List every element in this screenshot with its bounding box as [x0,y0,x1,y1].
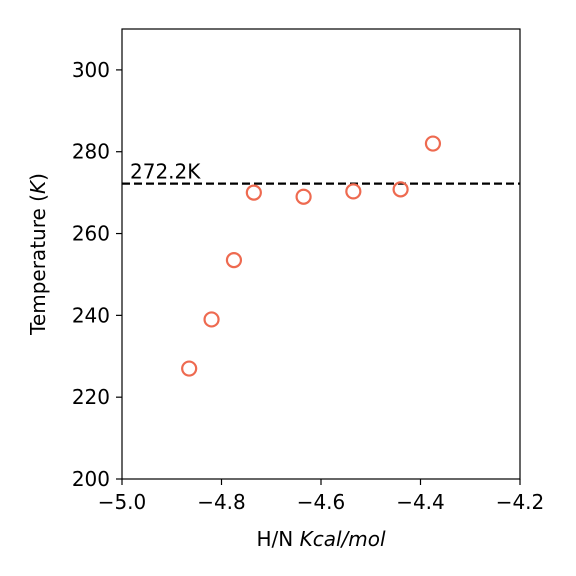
y-tick-label: 280 [72,140,110,164]
x-axis-label-units: Kcal/mol [300,527,386,551]
data-point [245,184,262,201]
data-point [225,252,243,269]
data-point [203,311,220,328]
y-axis-label-close: ) [26,173,50,181]
data-point [424,135,442,152]
data-point [392,181,409,198]
x-axis-label-text: H/N [256,527,299,551]
plot-frame [121,28,521,480]
scatter-series [181,135,442,377]
x-axis-label: H/N Kcal/mol [256,527,385,551]
data-point [345,183,362,200]
x-tick-label: −4.4 [396,490,445,514]
axes: −5.0 −4.8 −4.6 −4.4 −4.2 200 220 240 260 280 300 [72,28,545,514]
y-tick-label: 220 [72,385,110,409]
y-axis-label: Temperature (K) [26,173,50,336]
x-tick-label: −4.8 [197,490,246,514]
y-axis-label-text: Temperature ( [26,194,50,336]
data-point [295,188,312,205]
y-axis-label-units: K [26,179,50,194]
x-tick-label: −5.0 [98,490,147,514]
data-point [181,360,198,377]
y-tick-label: 300 [72,58,110,82]
y-tick-label: 240 [72,303,110,327]
x-tick-label: −4.2 [496,490,545,514]
x-tick-label: −4.6 [297,490,346,514]
y-tick-label: 200 [72,467,110,491]
reference-line-label: 272.2K [130,160,201,184]
y-tick-label: 260 [72,222,110,246]
